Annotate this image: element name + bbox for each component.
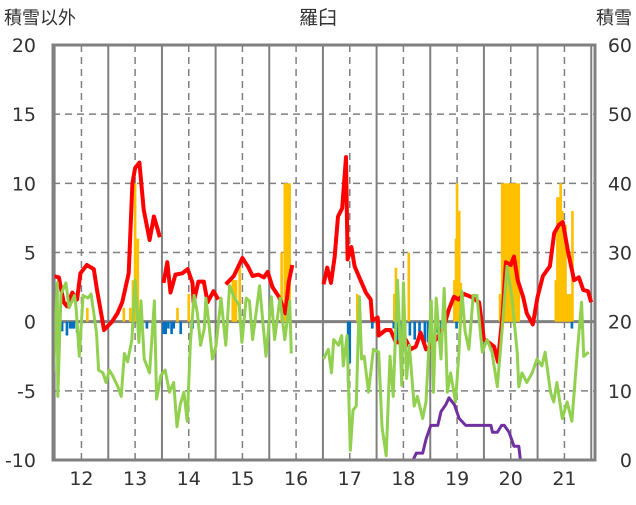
orange-bar (136, 238, 140, 322)
orange-bar (556, 197, 559, 322)
blue-bar (60, 321, 64, 332)
orange-bar (507, 183, 510, 322)
orange-bar (498, 294, 502, 322)
x-tick-label: 16 (284, 468, 308, 490)
x-tick-label: 14 (177, 468, 201, 490)
orange-bar (86, 307, 89, 322)
y-right-tick-label: 10 (608, 381, 632, 403)
orange-bar (513, 183, 517, 322)
x-tick-label: 12 (69, 468, 93, 490)
y-right-tick-label: 20 (608, 312, 632, 334)
x-tick-label: 21 (552, 468, 576, 490)
y-left-tick-label: 0 (24, 312, 36, 334)
orange-bar (566, 294, 569, 322)
y-right-tick-label: 0 (620, 450, 632, 472)
y-left-tick-label: 15 (12, 104, 36, 126)
orange-bar (128, 307, 132, 322)
x-tick-label: 17 (338, 468, 362, 490)
blue-bar (392, 321, 396, 329)
y-right-tick-label: 60 (608, 35, 632, 57)
orange-bar (504, 183, 507, 322)
blue-bar (68, 321, 72, 329)
x-tick-label: 20 (499, 468, 523, 490)
blue-bar (426, 321, 430, 343)
orange-bar (283, 183, 287, 322)
blue-bar (348, 321, 352, 364)
blue-bar (71, 321, 74, 329)
y-right-tick-label: 50 (608, 104, 632, 126)
orange-bar (560, 211, 564, 322)
chart-title: 羅臼 (299, 7, 337, 29)
orange-bar (288, 183, 291, 322)
series-lines (52, 155, 594, 462)
orange-bar (557, 197, 561, 322)
blue-bar (172, 321, 176, 329)
x-tick-label: 19 (445, 468, 469, 490)
orange-bar (355, 294, 359, 322)
green-line (52, 264, 590, 458)
y-left-tick-label: -5 (17, 381, 36, 403)
purple-line (53, 396, 592, 462)
orange-bar (285, 183, 288, 322)
orange-bar (133, 183, 137, 322)
orange-bar (505, 183, 509, 322)
blue-bar (370, 321, 374, 329)
plot-frame (51, 43, 597, 462)
blue-bar (408, 321, 412, 336)
blue-bar (170, 321, 173, 335)
orange-bar (122, 307, 126, 322)
blue-bar (418, 321, 421, 336)
orange-bar (286, 183, 290, 322)
orange-bar (502, 183, 506, 322)
blue-bar (164, 321, 168, 335)
orange-bar (457, 211, 461, 322)
orange-bar (554, 280, 558, 322)
orange-bar (187, 294, 191, 322)
x-tick-label: 15 (230, 468, 254, 490)
y-left-tick-label: -10 (5, 450, 36, 472)
orange-bar (567, 294, 571, 322)
blue-bar (413, 321, 417, 340)
orange-bar (455, 183, 459, 322)
orange-bar (508, 183, 512, 322)
orange-bar (515, 183, 518, 322)
orange-bar (238, 266, 242, 322)
blue-bar (570, 321, 574, 329)
orange-bar (564, 224, 567, 322)
orange-bar (510, 183, 514, 322)
red-line (52, 155, 594, 364)
orange-bar (392, 294, 396, 322)
orange-bar (512, 183, 515, 322)
right-axis-label: 積雪 (596, 8, 632, 29)
blue-bar (423, 321, 427, 343)
blue-bar (65, 321, 69, 336)
orange-bar (407, 252, 411, 322)
orange-bar (559, 183, 562, 322)
blue-bar (455, 321, 458, 329)
y-right-tick-label: 30 (608, 243, 632, 265)
orange-bar (517, 183, 521, 322)
orange-bar (280, 252, 283, 322)
blue-bar (179, 321, 183, 335)
x-tick-label: 13 (123, 468, 147, 490)
blue-bar (145, 321, 149, 329)
y-left-tick-label: 10 (12, 173, 36, 195)
orange-bar (562, 224, 566, 322)
left-axis-label: 積雪以外 (4, 8, 76, 29)
y-right-tick-label: 40 (608, 173, 632, 195)
blue-bar (167, 321, 170, 329)
y-left-tick-label: 20 (12, 35, 36, 57)
orange-bar (500, 183, 504, 322)
orange-bar (569, 294, 573, 322)
y-left-tick-label: 5 (24, 243, 36, 265)
x-tick-label: 18 (391, 468, 415, 490)
plot-border (51, 43, 597, 462)
blue-bar (72, 321, 76, 329)
blue-bar (162, 321, 165, 335)
orange-bar (176, 307, 179, 322)
